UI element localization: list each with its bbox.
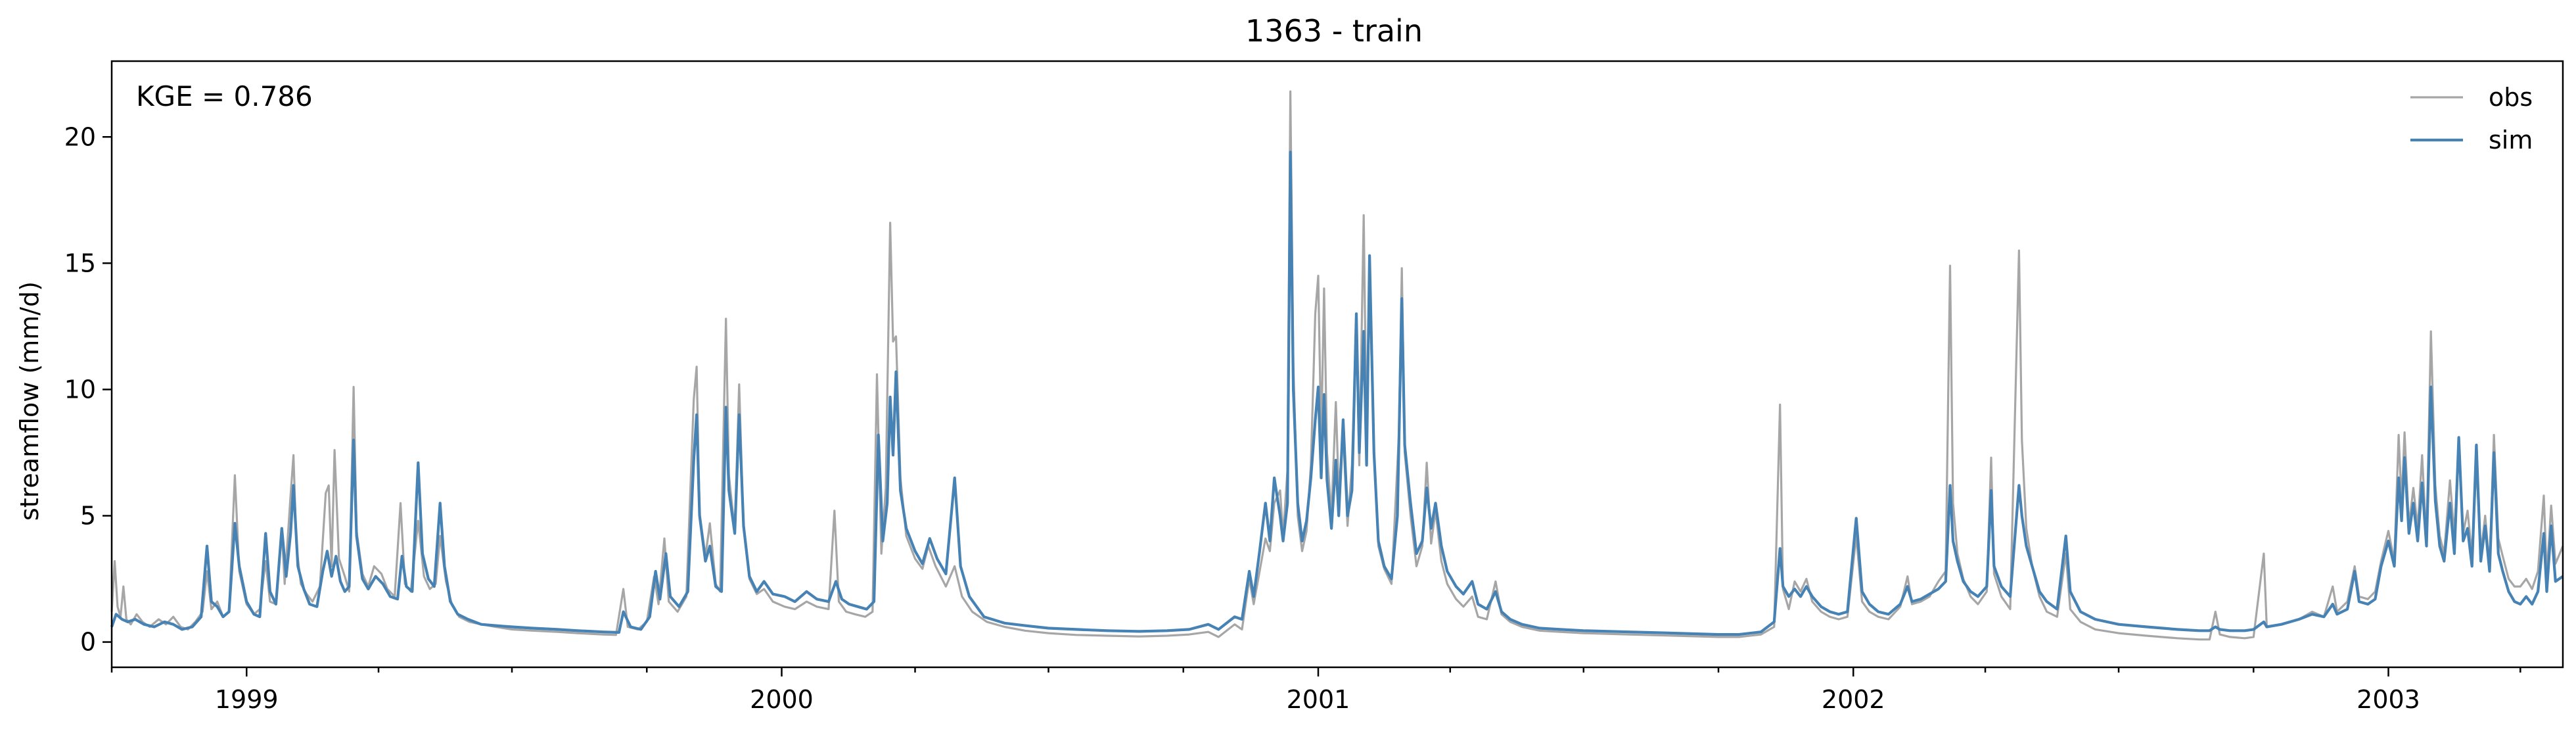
x-tick-label: 1999 (215, 685, 279, 714)
series-line-sim (110, 151, 2564, 636)
plot-area (110, 60, 2564, 669)
x-tick-label: 2003 (2357, 685, 2420, 714)
y-tick-label: 10 (64, 375, 96, 404)
chart-title: 1363 - train (1245, 13, 1423, 49)
plot-background (112, 61, 2563, 667)
y-tick-label: 0 (80, 628, 96, 657)
x-tick-label: 2002 (1822, 685, 1885, 714)
x-tick-label: 2001 (1287, 685, 1350, 714)
y-tick-label: 15 (64, 249, 96, 277)
y-tick-label: 5 (80, 502, 96, 531)
legend-label-obs: obs (2489, 83, 2533, 112)
y-tick-label: 20 (64, 122, 96, 151)
x-axis: 1999 2000 2001 2002 2003 (110, 667, 2521, 714)
series-line-obs (110, 90, 2564, 641)
legend-label-sim: sim (2489, 126, 2533, 154)
kge-annotation: KGE = 0.786 (136, 80, 313, 112)
legend: obs sim (2410, 83, 2533, 154)
y-axis-label: streamflow (mm/d) (15, 281, 44, 521)
plot-frame (110, 60, 2564, 669)
series-layer (110, 90, 2564, 641)
x-tick-label: 2000 (750, 685, 814, 714)
y-axis: 0 5 10 15 20 (64, 122, 112, 657)
